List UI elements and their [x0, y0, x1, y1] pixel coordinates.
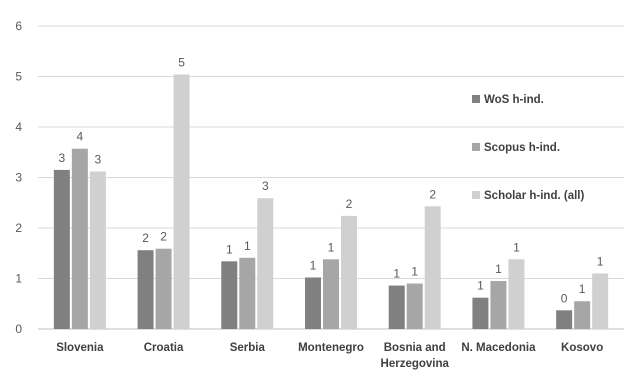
bar — [137, 250, 154, 329]
data-label: 1 — [597, 254, 604, 268]
data-label: 2 — [346, 197, 353, 211]
data-label: 3 — [95, 152, 102, 166]
x-tick-label: Slovenia — [56, 342, 104, 354]
data-label: 1 — [393, 267, 400, 281]
data-label: 1 — [328, 240, 335, 254]
x-tick-label: Serbia — [230, 342, 266, 354]
legend-label: WoS h-ind. — [484, 94, 544, 106]
y-tick-label: 4 — [15, 120, 22, 134]
data-label: 3 — [262, 179, 269, 193]
bar — [490, 281, 507, 329]
bar — [556, 310, 573, 329]
data-label: 5 — [178, 55, 185, 69]
bar — [155, 248, 172, 329]
bar — [472, 297, 489, 329]
bar — [508, 259, 525, 329]
bar — [424, 206, 441, 329]
y-tick-label: 2 — [15, 221, 22, 235]
bar — [71, 148, 88, 329]
bars — [53, 74, 609, 329]
data-label: 1 — [495, 262, 502, 276]
bar — [305, 277, 321, 329]
data-label: 3 — [59, 151, 66, 165]
data-label: 4 — [77, 130, 84, 144]
bar — [53, 169, 70, 329]
data-label: 1 — [513, 240, 520, 254]
data-label: 1 — [310, 258, 317, 272]
x-tick-label: Kosovo — [561, 342, 603, 354]
data-label: 1 — [411, 265, 418, 279]
x-axis-categories: Slovenia Croatia Serbia Montenegro Bosnia an… — [56, 342, 603, 370]
bar — [406, 283, 423, 329]
bar — [89, 171, 106, 329]
bar — [221, 261, 238, 329]
data-label: 2 — [429, 187, 436, 201]
y-tick-label: 6 — [15, 19, 22, 33]
data-label: 2 — [160, 230, 167, 244]
data-label: 0 — [561, 291, 568, 305]
legend: WoS h-ind. Scopus h-ind. Scholar h-ind. (a… — [472, 94, 584, 202]
legend-swatch — [472, 191, 480, 199]
x-tick-label: Croatia — [144, 342, 184, 354]
legend-label: Scopus h-ind. — [484, 142, 560, 154]
legend-swatch — [472, 143, 480, 151]
bar — [173, 74, 190, 329]
gridlines — [38, 25, 624, 330]
bar — [574, 301, 591, 329]
data-label: 1 — [579, 282, 586, 296]
legend-label: Scholar h-ind. (all) — [484, 190, 584, 202]
x-tick-label: Herzegovina — [381, 358, 450, 370]
bar — [341, 215, 357, 329]
bar — [388, 285, 405, 329]
x-tick-label: N. Macedonia — [461, 342, 536, 354]
legend-swatch — [472, 95, 480, 103]
y-tick-label: 1 — [15, 272, 22, 286]
bar — [239, 257, 256, 329]
bar — [257, 198, 274, 329]
data-label: 2 — [142, 231, 149, 245]
y-tick-label: 3 — [15, 171, 22, 185]
x-tick-label: Montenegro — [298, 342, 364, 354]
y-axis-ticks: 0 1 2 3 4 5 6 — [15, 19, 22, 336]
bar — [592, 273, 609, 329]
data-label: 1 — [244, 239, 251, 253]
data-label: 1 — [477, 279, 484, 293]
x-tick-label: Bosnia and — [384, 342, 446, 354]
y-tick-label: 5 — [15, 70, 22, 84]
data-label: 1 — [226, 242, 233, 256]
y-tick-label: 0 — [15, 322, 22, 336]
bar — [323, 259, 339, 329]
